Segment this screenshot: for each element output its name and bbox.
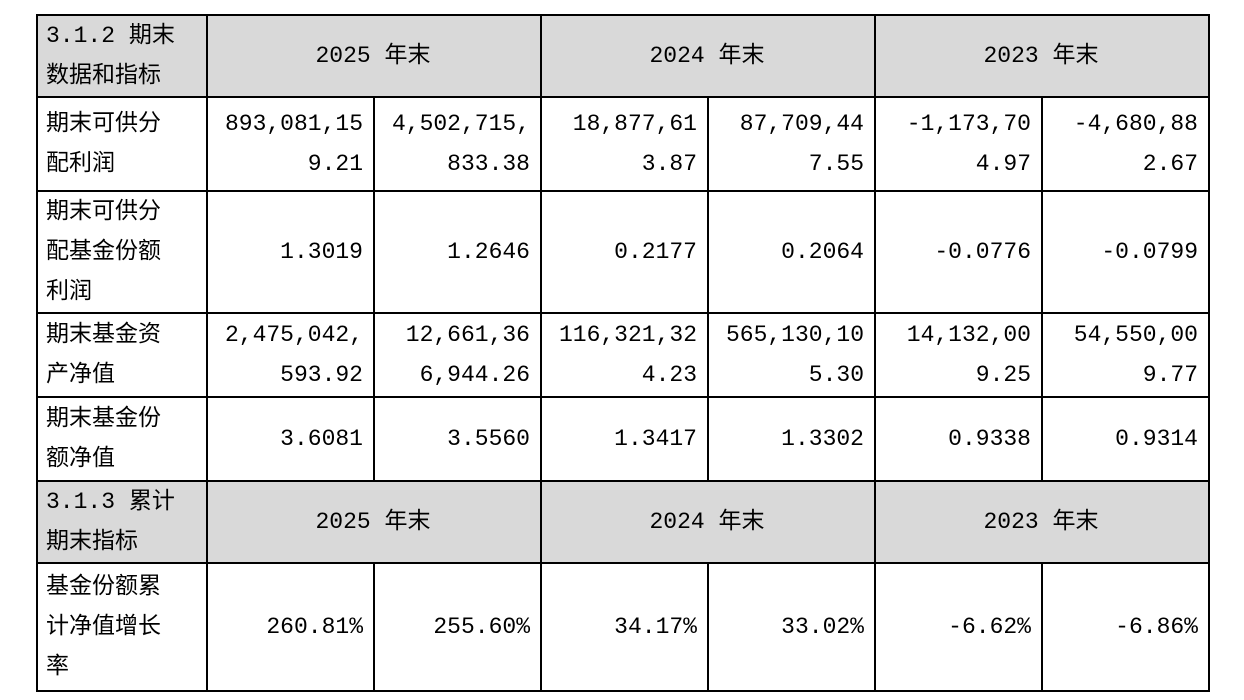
row-label-line: 期末基金份 [46,406,161,432]
row-label-line: 基金份额累 [46,574,161,600]
section-title-line: 3.1.2 期末 [46,23,175,49]
value-cell: -6.62% [874,562,1043,692]
value-cell: 18,877,613.87 [540,96,709,192]
section-313-header-row: 3.1.3 累计 期末指标 2025 年末 2024 年末 2023 年末 [36,480,1210,564]
year-header-2025: 2025 年末 [206,480,542,564]
row-label-cell: 基金份额累 计净值增长 率 [36,562,208,692]
year-header-2025: 2025 年末 [206,14,542,98]
row-label-line: 产净值 [46,362,115,388]
row-label-line: 配基金份额 [46,239,161,265]
value-cell: 1.3417 [540,396,709,482]
value-cell: -6.86% [1041,562,1210,692]
row-label-line: 期末可供分 [46,111,161,137]
row-label-line: 计净值增长 [46,614,161,640]
year-header-2023: 2023 年末 [874,14,1210,98]
value-cell: 565,130,105.30 [707,312,876,398]
value-cell: 54,550,009.77 [1041,312,1210,398]
value-cell: 87,709,447.55 [707,96,876,192]
value-cell: 34.17% [540,562,709,692]
value-cell: -0.0799 [1041,190,1210,314]
row-label-line: 期末可供分 [46,199,161,225]
value-cell: 14,132,009.25 [874,312,1043,398]
value-cell: 1.3019 [206,190,375,314]
value-cell: 1.2646 [373,190,542,314]
value-cell: 0.2177 [540,190,709,314]
row-label-cell: 期末基金资 产净值 [36,312,208,398]
row-label-line: 利润 [46,279,92,305]
row-label-line: 配利润 [46,151,115,177]
section-title-line: 3.1.3 累计 [46,489,175,515]
value-cell: 0.2064 [707,190,876,314]
year-header-2023: 2023 年末 [874,480,1210,564]
table-row-net-asset-value: 期末基金资 产净值 2,475,042,593.92 12,661,366,94… [36,312,1210,398]
year-header-2024: 2024 年末 [540,14,876,98]
table-row-cumulative-nav-growth-rate: 基金份额累 计净值增长 率 260.81% 255.60% 34.17% 33.… [36,562,1210,692]
value-cell: 1.3302 [707,396,876,482]
value-cell: 33.02% [707,562,876,692]
value-cell: 3.5560 [373,396,542,482]
value-cell: 0.9314 [1041,396,1210,482]
row-label-cell: 期末基金份 额净值 [36,396,208,482]
value-cell: 12,661,366,944.26 [373,312,542,398]
value-cell: 255.60% [373,562,542,692]
row-label-line: 额净值 [46,446,115,472]
row-label-cell: 期末可供分 配利润 [36,96,208,192]
value-cell: 2,475,042,593.92 [206,312,375,398]
value-cell: -0.0776 [874,190,1043,314]
section-312-title-cell: 3.1.2 期末 数据和指标 [36,14,208,98]
value-cell: 893,081,159.21 [206,96,375,192]
table-row-nav-per-share: 期末基金份 额净值 3.6081 3.5560 1.3417 1.3302 0.… [36,396,1210,482]
section-title-line: 数据和指标 [46,63,161,89]
value-cell: 0.9338 [874,396,1043,482]
value-cell: 3.6081 [206,396,375,482]
fund-period-indicators-table: 3.1.2 期末 数据和指标 2025 年末 2024 年末 2023 年末 期… [36,14,1210,692]
section-313-title-cell: 3.1.3 累计 期末指标 [36,480,208,564]
value-cell: -1,173,704.97 [874,96,1043,192]
table-row-distributable-profit-per-share: 期末可供分 配基金份额 利润 1.3019 1.2646 0.2177 0.20… [36,190,1210,314]
row-label-line: 率 [46,654,69,680]
value-cell: -4,680,882.67 [1041,96,1210,192]
value-cell: 116,321,324.23 [540,312,709,398]
section-title-line: 期末指标 [46,529,138,555]
row-label-line: 期末基金资 [46,322,161,348]
value-cell: 4,502,715,833.38 [373,96,542,192]
row-label-cell: 期末可供分 配基金份额 利润 [36,190,208,314]
year-header-2024: 2024 年末 [540,480,876,564]
table-row-distributable-profit: 期末可供分 配利润 893,081,159.21 4,502,715,833.3… [36,96,1210,192]
section-312-header-row: 3.1.2 期末 数据和指标 2025 年末 2024 年末 2023 年末 [36,14,1210,98]
value-cell: 260.81% [206,562,375,692]
